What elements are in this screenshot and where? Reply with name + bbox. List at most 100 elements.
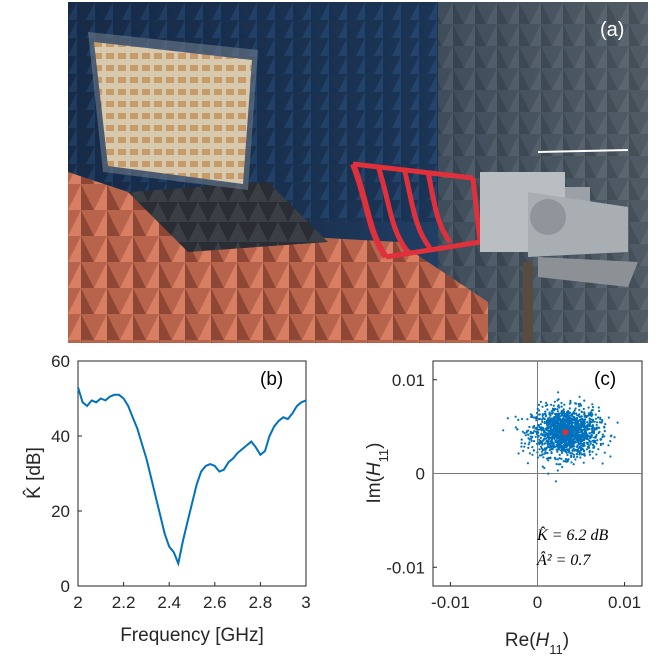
chart-c-point [571, 449, 574, 452]
chart-c-point [576, 453, 579, 456]
chart-c-point [565, 412, 568, 415]
chart-c-point [567, 440, 571, 444]
chart-c-point [569, 401, 572, 404]
chart-c-point [536, 442, 539, 445]
chart-c-point [548, 446, 551, 449]
chart-c-point [547, 459, 550, 462]
chart-c-point [568, 411, 571, 414]
chart-c-point [536, 456, 540, 459]
chart-c-point [537, 424, 541, 427]
chart-c-point [535, 419, 538, 422]
chart-c-point [564, 445, 567, 448]
chart-c-point [583, 428, 586, 431]
chart-c-point [601, 435, 604, 439]
chart-c-point [602, 442, 605, 445]
chart-c-point [546, 443, 549, 446]
chart-c-point [576, 421, 579, 424]
chart-c-point [596, 439, 599, 442]
chart-c-point [567, 419, 570, 422]
chart-c-point [557, 463, 561, 466]
chart-c-point [588, 428, 591, 431]
chart-c-point [603, 435, 606, 438]
chart-b-ytick-label: 60 [51, 352, 70, 371]
chart-c-point [583, 419, 586, 422]
chart-b-xtick-label: 2.8 [249, 593, 273, 612]
chart-c-point [538, 409, 541, 412]
chart-c-point [567, 436, 570, 439]
chart-c-point [552, 434, 555, 437]
chart-c-point [589, 442, 592, 445]
chart-c-point [533, 440, 536, 443]
chart-c-point [534, 427, 537, 430]
chart-c-point [540, 450, 544, 453]
chart-c-point [583, 449, 586, 452]
chart-c-point [539, 400, 542, 403]
chart-c-point [582, 407, 585, 410]
chart-c-point [527, 429, 530, 432]
chart-c-point [542, 439, 545, 442]
chart-c-point [560, 414, 563, 417]
chart-c-point [589, 435, 593, 438]
chart-c-point [562, 420, 565, 423]
chart-c-point [554, 420, 557, 424]
chart-c-point [538, 448, 541, 451]
chart-c-point [517, 452, 520, 455]
chart-c-point [520, 442, 523, 445]
chart-c-point [552, 422, 555, 425]
chart-c-point [579, 431, 582, 434]
chart-c-point [563, 439, 566, 442]
chart-c-point [546, 403, 549, 406]
chart-c-point [527, 443, 530, 446]
chart-c-point [550, 452, 553, 455]
chart-c-point [562, 415, 565, 418]
chart-c-point [517, 418, 520, 421]
chart-c-point [568, 448, 571, 451]
chart-c-point [560, 449, 564, 452]
chart-c-point [607, 444, 610, 447]
chart-c-point [563, 403, 566, 406]
chart-c-point [525, 431, 528, 434]
chart-c-point [537, 434, 540, 437]
chart-c-point [585, 434, 588, 437]
chart-c-point [570, 425, 573, 428]
chart-c-point [560, 412, 563, 415]
chart-c-point [576, 419, 579, 422]
chart-c-point [580, 433, 584, 436]
chart-c-point [586, 421, 589, 424]
chart-c-point [547, 417, 550, 420]
chart-c-point [533, 430, 536, 433]
chart-c-point [553, 436, 556, 439]
chart-c-point [585, 448, 589, 451]
chart-c-point [547, 432, 550, 435]
chart-c-point [556, 458, 559, 461]
chart-c-point [558, 412, 561, 415]
chart-c-point [556, 436, 560, 439]
chart-c-mean-point [562, 429, 569, 436]
chart-c-point [603, 426, 606, 429]
chart-c-point [570, 461, 573, 464]
chart-c-point [527, 433, 530, 436]
chart-c-point [572, 447, 575, 450]
chart-c-point [574, 458, 577, 461]
chart-c-point [560, 451, 564, 455]
chart-c-point [549, 448, 552, 451]
chart-c-point [541, 418, 544, 421]
chart-b-xtick-label: 2 [73, 593, 82, 612]
chart-c-point [583, 454, 586, 457]
chart-c-point [521, 430, 524, 433]
chart-c-point [609, 435, 613, 438]
chart-c-point [524, 442, 527, 445]
chart-c-point [558, 457, 561, 460]
chart-c-point [574, 423, 577, 426]
chart-c-point [581, 444, 584, 447]
chart-c-point [550, 403, 553, 406]
chart-c-point [527, 446, 530, 449]
chart-c-xlabel: Re(H11) [505, 630, 569, 656]
chart-c-point [589, 437, 592, 440]
chart-c-point [562, 426, 565, 429]
chart-c-point [548, 413, 551, 416]
chart-c-point [560, 419, 563, 422]
chart-c-point [550, 417, 553, 420]
chart-c-point [554, 413, 557, 416]
horn-antenna [350, 161, 638, 343]
